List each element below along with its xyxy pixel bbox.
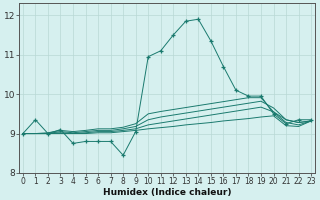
X-axis label: Humidex (Indice chaleur): Humidex (Indice chaleur) [103, 188, 231, 197]
